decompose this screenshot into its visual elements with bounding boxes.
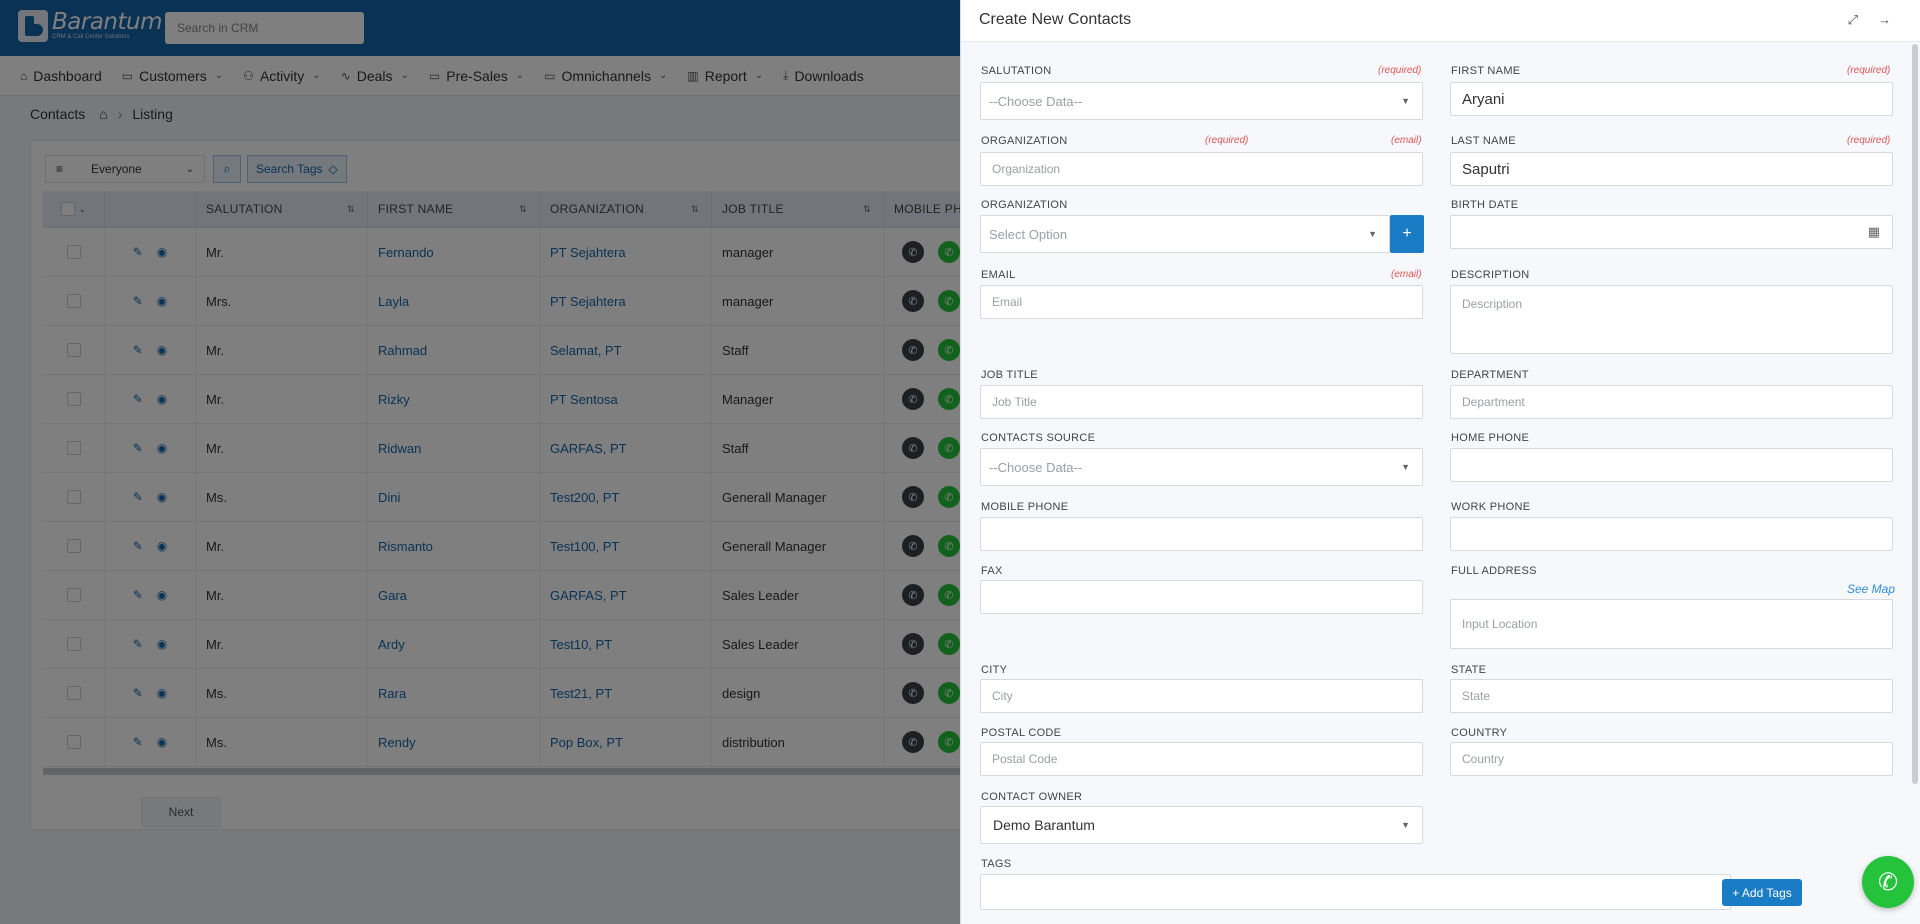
contacts-source-label: CONTACTS SOURCE: [981, 432, 1096, 444]
job-title-label: JOB TITLE: [981, 369, 1038, 381]
calendar-icon[interactable]: ▦: [1867, 224, 1880, 239]
city-input[interactable]: City: [980, 679, 1423, 713]
see-map-link[interactable]: See Map: [1847, 582, 1896, 596]
whatsapp-chat-button[interactable]: ✆: [1862, 856, 1914, 908]
department-input[interactable]: Department: [1450, 385, 1893, 419]
fax-label: FAX: [981, 565, 1003, 577]
salutation-label: SALUTATION: [981, 65, 1052, 77]
city-label: CITY: [981, 664, 1008, 676]
email-tag: (email): [1391, 269, 1422, 280]
work-phone-input[interactable]: [1450, 517, 1893, 551]
close-drawer-icon[interactable]: →: [1878, 12, 1891, 27]
tags-label: TAGS: [981, 858, 1012, 870]
required-tag: (required): [1205, 135, 1249, 146]
department-label: DEPARTMENT: [1451, 369, 1529, 381]
fax-input[interactable]: [980, 580, 1423, 614]
dropdown-arrow-icon: ▼: [1401, 462, 1410, 472]
add-organization-button[interactable]: +: [1390, 215, 1424, 253]
required-tag: (required): [1847, 65, 1891, 76]
last-name-input[interactable]: Saputri: [1450, 152, 1893, 186]
modal-backdrop[interactable]: [0, 0, 960, 924]
expand-icon[interactable]: ⤢: [1847, 12, 1858, 27]
add-tags-button[interactable]: + Add Tags: [1722, 879, 1802, 906]
organization-select-label: ORGANIZATION: [981, 199, 1068, 211]
drawer-title: Create New Contacts: [979, 11, 1132, 28]
mobile-phone-label: MOBILE PHONE: [981, 501, 1069, 513]
work-phone-label: WORK PHONE: [1451, 501, 1531, 513]
job-title-input[interactable]: Job Title: [980, 385, 1423, 419]
contact-owner-select[interactable]: Demo Barantum ▼: [980, 806, 1423, 844]
postal-code-input[interactable]: Postal Code: [980, 742, 1423, 776]
dropdown-arrow-icon: ▼: [1401, 820, 1410, 830]
full-address-label: FULL ADDRESS: [1451, 565, 1537, 577]
first-name-label: FIRST NAME: [1451, 65, 1521, 77]
state-input[interactable]: State: [1450, 679, 1893, 713]
description-textarea[interactable]: Description: [1450, 285, 1893, 354]
home-phone-input[interactable]: [1450, 448, 1893, 482]
email-input[interactable]: Email: [980, 285, 1423, 319]
birth-date-label: BIRTH DATE: [1451, 199, 1519, 211]
contacts-source-select[interactable]: --Choose Data-- ▼: [980, 448, 1423, 486]
description-label: DESCRIPTION: [1451, 269, 1530, 281]
organization-input[interactable]: Organization: [980, 152, 1423, 186]
tags-input[interactable]: [980, 874, 1731, 910]
dropdown-arrow-icon: ▼: [1401, 96, 1410, 106]
create-contact-drawer: Create New Contacts ⤢ → SALUTATION (requ…: [960, 0, 1920, 924]
email-label: EMAIL: [981, 269, 1016, 281]
last-name-label: LAST NAME: [1451, 135, 1516, 147]
contact-owner-label: CONTACT OWNER: [981, 791, 1083, 803]
whatsapp-icon: ✆: [1877, 868, 1899, 896]
salutation-select[interactable]: --Choose Data-- ▼: [980, 82, 1423, 120]
state-label: STATE: [1451, 664, 1487, 676]
full-address-input[interactable]: Input Location: [1450, 599, 1893, 649]
vertical-scrollbar[interactable]: [1912, 44, 1918, 784]
drawer-header: Create New Contacts ⤢ →: [961, 0, 1920, 42]
organization-label: ORGANIZATION: [981, 135, 1068, 147]
postal-code-label: POSTAL CODE: [981, 727, 1062, 739]
email-tag: (email): [1391, 135, 1422, 146]
required-tag: (required): [1378, 65, 1422, 76]
country-label: COUNTRY: [1451, 727, 1508, 739]
organization-select[interactable]: Select Option ▼: [980, 215, 1390, 253]
mobile-phone-input[interactable]: [980, 517, 1423, 551]
required-tag: (required): [1847, 135, 1891, 146]
dropdown-arrow-icon: ▼: [1368, 229, 1377, 239]
country-input[interactable]: Country: [1450, 742, 1893, 776]
birth-date-input[interactable]: ▦: [1450, 215, 1893, 249]
home-phone-label: HOME PHONE: [1451, 432, 1530, 444]
first-name-input[interactable]: Aryani: [1450, 82, 1893, 116]
